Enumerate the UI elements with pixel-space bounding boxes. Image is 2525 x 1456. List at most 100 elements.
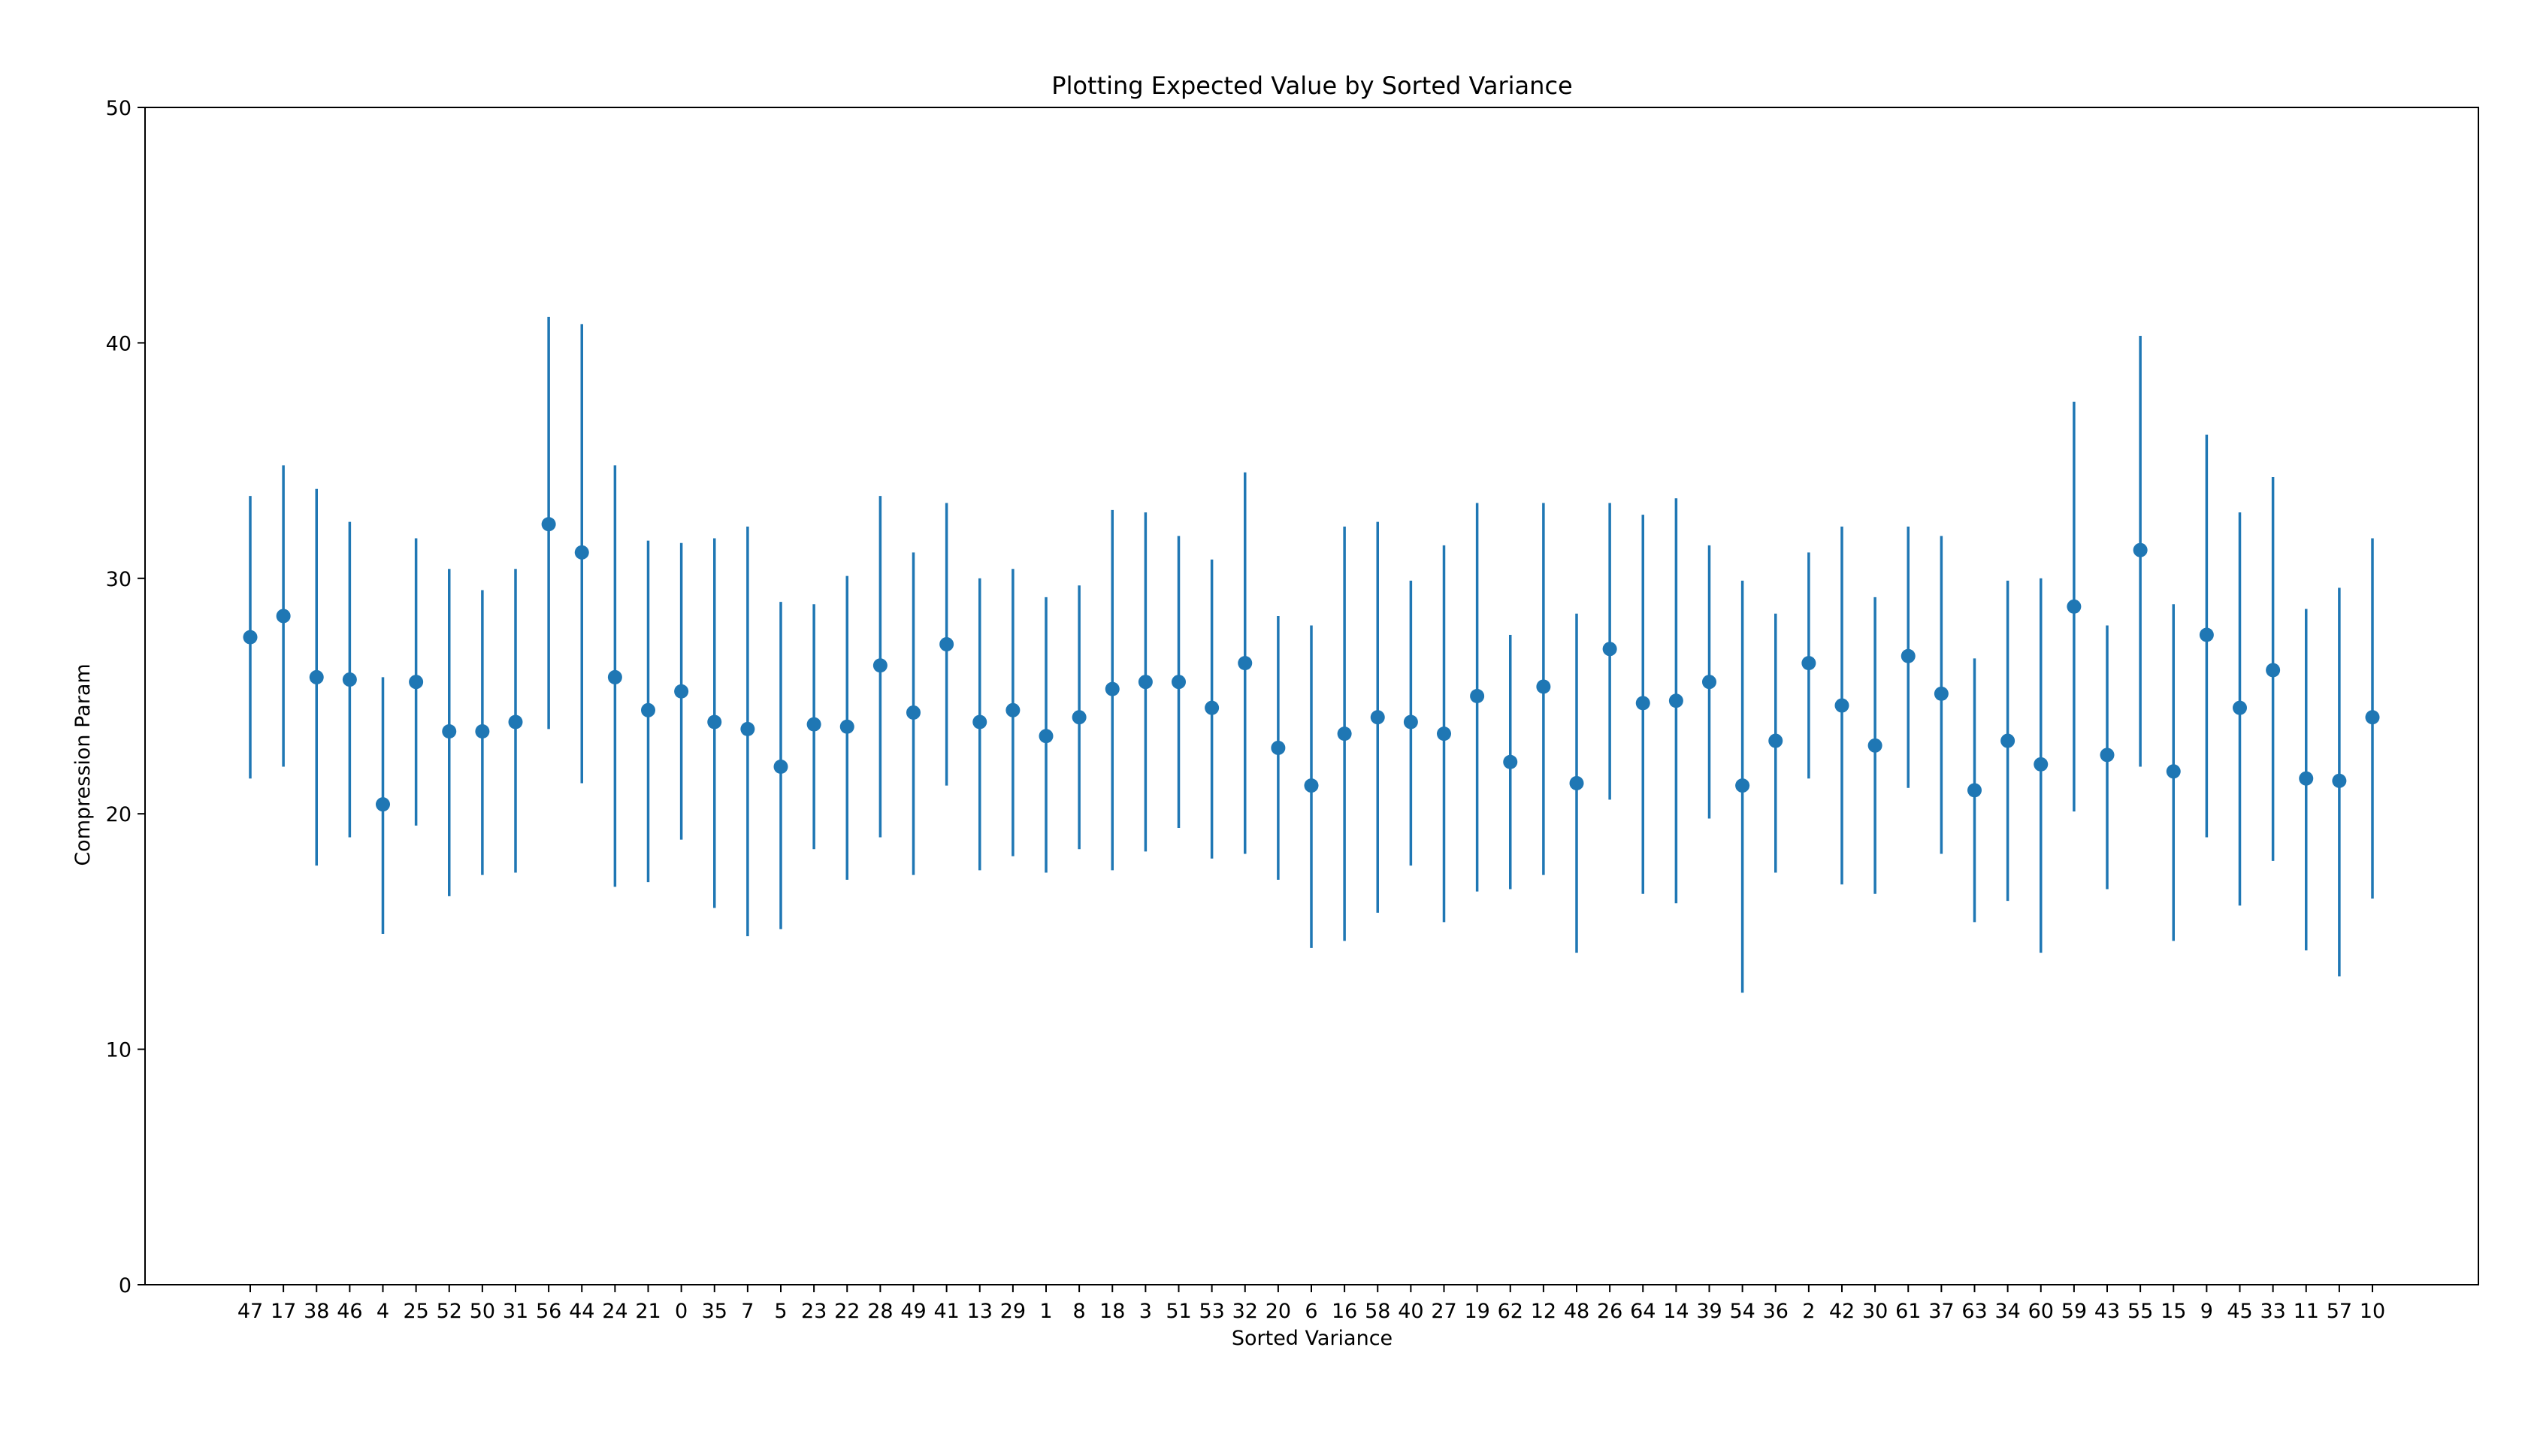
data-point: [839, 719, 854, 734]
data-point: [1635, 696, 1650, 711]
data-point: [1768, 733, 1783, 748]
x-tick-label: 13: [967, 1300, 993, 1323]
data-point: [1138, 675, 1153, 690]
y-axis-label: Compression Param: [71, 663, 95, 865]
y-tick-label: 0: [119, 1274, 132, 1297]
x-tick-label: 51: [1166, 1300, 1191, 1323]
x-tick-label: 9: [2200, 1300, 2213, 1323]
x-tick-label: 56: [536, 1300, 561, 1323]
x-tick-label: 35: [702, 1300, 727, 1323]
x-tick-label: 59: [2061, 1300, 2087, 1323]
data-point: [2299, 771, 2314, 786]
x-tick-label: 40: [1398, 1300, 1423, 1323]
y-tick-label: 10: [106, 1039, 132, 1062]
data-point: [1437, 726, 1451, 742]
data-point: [1967, 783, 1982, 798]
data-point: [674, 684, 689, 699]
data-point: [1801, 656, 1816, 671]
x-tick-label: 61: [1895, 1300, 1921, 1323]
data-point: [1105, 681, 1120, 696]
x-tick-label: 47: [237, 1300, 263, 1323]
x-tick-label: 45: [2227, 1300, 2252, 1323]
data-point: [1337, 726, 1352, 742]
data-point: [1901, 648, 1916, 663]
data-point: [508, 714, 523, 730]
x-tick-label: 49: [900, 1300, 926, 1323]
x-tick-label: 58: [1365, 1300, 1390, 1323]
data-point: [972, 714, 987, 730]
data-point: [1370, 710, 1385, 725]
x-tick-label: 27: [1431, 1300, 1456, 1323]
data-point: [1172, 675, 1186, 690]
data-point: [442, 724, 457, 739]
x-tick-label: 52: [437, 1300, 462, 1323]
x-tick-label: 62: [1498, 1300, 1523, 1323]
x-tick-label: 24: [602, 1300, 627, 1323]
x-tick-label: 60: [2028, 1300, 2054, 1323]
x-tick-label: 12: [1531, 1300, 1556, 1323]
x-tick-label: 57: [2327, 1300, 2352, 1323]
x-tick-label: 29: [1000, 1300, 1026, 1323]
data-point: [607, 669, 622, 684]
data-point: [1834, 698, 1849, 713]
data-point: [309, 669, 324, 684]
data-point: [475, 724, 490, 739]
x-tick-label: 41: [933, 1300, 959, 1323]
y-tick-label: 50: [106, 97, 132, 120]
x-tick-label: 32: [1232, 1300, 1258, 1323]
data-point: [1536, 679, 1551, 694]
x-tick-label: 3: [1139, 1300, 1152, 1323]
data-point: [1867, 738, 1882, 753]
x-tick-label: 15: [2161, 1300, 2186, 1323]
x-tick-label: 23: [801, 1300, 827, 1323]
data-point: [2233, 700, 2247, 715]
data-point: [276, 609, 291, 624]
x-tick-label: 1: [1039, 1300, 1052, 1323]
x-tick-label: 46: [337, 1300, 362, 1323]
x-tick-label: 28: [867, 1300, 893, 1323]
x-tick-label: 43: [2094, 1300, 2120, 1323]
x-tick-label: 7: [741, 1300, 754, 1323]
data-point: [1238, 656, 1253, 671]
data-point: [740, 721, 755, 736]
x-tick-label: 16: [1332, 1300, 1357, 1323]
axes-frame: [144, 107, 2479, 1285]
data-point: [1668, 693, 1683, 708]
data-point: [1735, 778, 1750, 793]
data-point: [2067, 599, 2082, 614]
chart-title: Plotting Expected Value by Sorted Varian…: [1051, 71, 1572, 100]
data-point: [2034, 757, 2049, 772]
data-point: [1304, 778, 1319, 793]
data-point: [2166, 764, 2181, 779]
data-point: [376, 797, 390, 812]
x-tick-label: 18: [1099, 1300, 1125, 1323]
x-tick-label: 25: [403, 1300, 428, 1323]
x-tick-label: 20: [1266, 1300, 1291, 1323]
data-point: [1205, 700, 1220, 715]
x-tick-label: 55: [2127, 1300, 2153, 1323]
data-point: [342, 672, 357, 687]
data-point: [574, 545, 589, 560]
y-tick-label: 20: [106, 803, 132, 826]
y-tick-label: 40: [106, 332, 132, 355]
data-point: [2100, 748, 2115, 763]
data-point: [1005, 702, 1021, 717]
x-tick-label: 33: [2260, 1300, 2285, 1323]
data-point: [243, 630, 258, 645]
x-tick-label: 34: [1994, 1300, 2020, 1323]
data-point: [2133, 542, 2148, 557]
data-point: [409, 675, 424, 690]
data-point: [2365, 710, 2380, 725]
data-point: [2266, 663, 2281, 678]
x-tick-label: 8: [1073, 1300, 1086, 1323]
x-tick-label: 36: [1763, 1300, 1789, 1323]
x-tick-label: 10: [2360, 1300, 2385, 1323]
data-point: [1934, 686, 1949, 701]
x-tick-label: 21: [635, 1300, 661, 1323]
data-point: [1470, 689, 1485, 703]
x-tick-label: 30: [1862, 1300, 1888, 1323]
x-tick-label: 26: [1597, 1300, 1622, 1323]
data-point: [1602, 642, 1617, 657]
